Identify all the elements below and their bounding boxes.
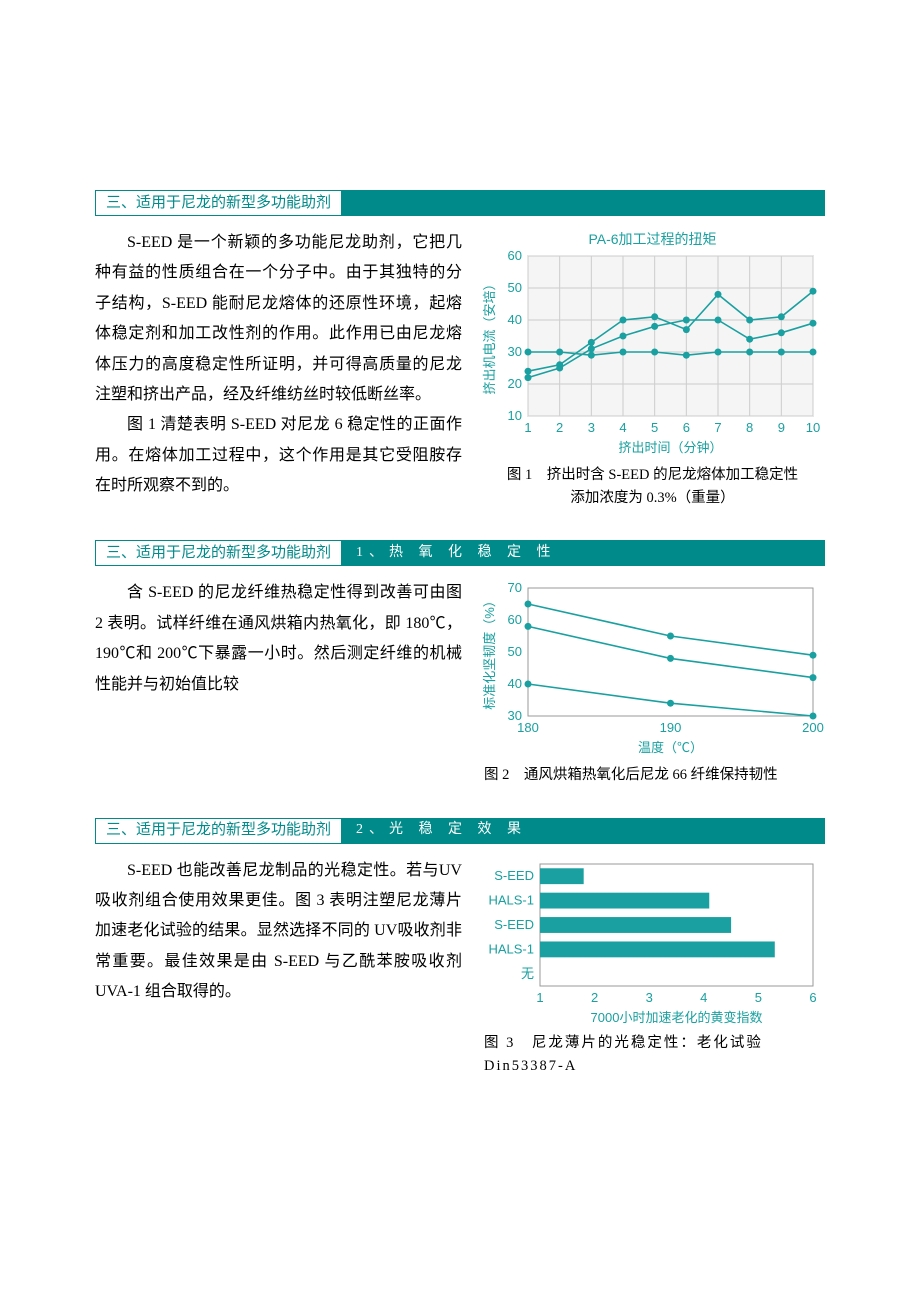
svg-text:S-EED: S-EED <box>494 868 534 883</box>
header-fill <box>342 190 825 216</box>
svg-text:10: 10 <box>508 408 522 423</box>
section-header-sub: 2、光 稳 定 效 果 <box>342 818 541 844</box>
svg-text:无: 无 <box>521 965 534 980</box>
section-header: 三、适用于尼龙的新型多功能助剂 <box>95 190 825 216</box>
section-header-sub: 1、热 氧 化 稳 定 性 <box>342 540 571 566</box>
svg-text:5: 5 <box>755 990 762 1005</box>
svg-text:4: 4 <box>619 420 626 435</box>
svg-text:标准化坚韧度（%）: 标准化坚韧度（%） <box>482 595 497 711</box>
section-header: 三、适用于尼龙的新型多功能助剂2、光 稳 定 效 果 <box>95 818 825 844</box>
svg-text:HALS-1: HALS-1 <box>488 941 534 956</box>
chart-caption: 图 3 尼龙薄片的光稳定性：老化试验Din53387-A <box>480 1032 825 1078</box>
svg-text:7: 7 <box>714 420 721 435</box>
svg-text:3: 3 <box>646 990 653 1005</box>
content-row: S-EED 是一个新颖的多功能尼龙助剂，它把几种有益的性质组合在一个分子中。由于… <box>95 228 825 510</box>
svg-text:6: 6 <box>683 420 690 435</box>
svg-text:挤出时间（分钟）: 挤出时间（分钟） <box>618 440 722 455</box>
svg-text:1: 1 <box>536 990 543 1005</box>
svg-text:20: 20 <box>508 376 522 391</box>
chart-caption-line: 添加浓度为 0.3%（重量） <box>484 487 821 510</box>
svg-text:200: 200 <box>802 720 824 735</box>
section: 三、适用于尼龙的新型多功能助剂1、热 氧 化 稳 定 性含 S-EED 的尼龙纤… <box>95 540 825 787</box>
chart-caption-line: 图 1 挤出时含 S-EED 的尼龙熔体加工稳定性 <box>484 464 821 487</box>
svg-text:HALS-1: HALS-1 <box>488 892 534 907</box>
svg-text:180: 180 <box>517 720 539 735</box>
svg-text:9: 9 <box>778 420 785 435</box>
svg-text:8: 8 <box>746 420 753 435</box>
svg-text:60: 60 <box>508 612 522 627</box>
svg-text:3: 3 <box>588 420 595 435</box>
svg-text:温度（℃）: 温度（℃） <box>638 740 703 755</box>
svg-text:PA-6加工过程的扭矩: PA-6加工过程的扭矩 <box>588 231 716 247</box>
svg-text:1: 1 <box>524 420 531 435</box>
chart-column: 10 20 30 40 50 60 1 2 3 4 5 6 7 8 9 10 PA-6加工过程的扭矩挤出时间（分… <box>480 228 825 510</box>
svg-text:挤出机电流（安培）: 挤出机电流（安培） <box>482 277 497 394</box>
paragraph: S-EED 是一个新颖的多功能尼龙助剂，它把几种有益的性质组合在一个分子中。由于… <box>95 228 462 410</box>
section-header-main: 三、适用于尼龙的新型多功能助剂 <box>95 540 342 566</box>
content-row: S-EED 也能改善尼龙制品的光稳定性。若与UV 吸收剂组合使用效果更佳。图 3… <box>95 856 825 1078</box>
svg-text:190: 190 <box>660 720 682 735</box>
svg-text:30: 30 <box>508 344 522 359</box>
paragraph: 含 S-EED 的尼龙纤维热稳定性得到改善可由图 2 表明。试样纤维在通风烘箱内… <box>95 578 462 700</box>
svg-text:4: 4 <box>700 990 707 1005</box>
section-header: 三、适用于尼龙的新型多功能助剂1、热 氧 化 稳 定 性 <box>95 540 825 566</box>
svg-text:2: 2 <box>556 420 563 435</box>
header-fill <box>571 540 825 566</box>
chart-svg: 10 20 30 40 50 60 1 2 3 4 5 6 7 8 9 10 PA-6加工过程的扭矩挤出时间（分… <box>480 228 825 458</box>
section: 三、适用于尼龙的新型多功能助剂 S-EED 是一个新颖的多功能尼龙助剂，它把几种有… <box>95 190 825 510</box>
chart-column: 3040506070180190200温度（℃）标准化坚韧度（%）图 2 通风烘… <box>480 578 825 787</box>
chart-caption: 图 2 通风烘箱热氧化后尼龙 66 纤维保持韧性 <box>480 764 825 787</box>
paragraph: S-EED 也能改善尼龙制品的光稳定性。若与UV 吸收剂组合使用效果更佳。图 3… <box>95 856 462 1008</box>
chart-caption-line: 图 3 尼龙薄片的光稳定性：老化试验Din53387-A <box>484 1032 821 1078</box>
chart-column: S-EED HALS-1 S-EED HALS-1 无1 2 3 4 5 6 7000小时加速老化的… <box>480 856 825 1078</box>
svg-text:60: 60 <box>508 248 522 263</box>
content-row: 含 S-EED 的尼龙纤维热稳定性得到改善可由图 2 表明。试样纤维在通风烘箱内… <box>95 578 825 787</box>
svg-text:6: 6 <box>809 990 816 1005</box>
chart-caption-line: 图 2 通风烘箱热氧化后尼龙 66 纤维保持韧性 <box>484 764 821 787</box>
svg-text:40: 40 <box>508 312 522 327</box>
chart-svg: S-EED HALS-1 S-EED HALS-1 无1 2 3 4 5 6 7000小时加速老化的… <box>480 856 825 1026</box>
paragraph: 图 1 清楚表明 S-EED 对尼龙 6 稳定性的正面作用。在熔体加工过程中，这… <box>95 410 462 501</box>
header-fill <box>541 818 825 844</box>
svg-text:70: 70 <box>508 580 522 595</box>
text-column: 含 S-EED 的尼龙纤维热稳定性得到改善可由图 2 表明。试样纤维在通风烘箱内… <box>95 578 462 787</box>
svg-text:7000小时加速老化的黄变指数: 7000小时加速老化的黄变指数 <box>591 1010 763 1025</box>
svg-text:50: 50 <box>508 644 522 659</box>
text-column: S-EED 也能改善尼龙制品的光稳定性。若与UV 吸收剂组合使用效果更佳。图 3… <box>95 856 462 1078</box>
chart-svg: 3040506070180190200温度（℃）标准化坚韧度（%） <box>480 578 825 758</box>
svg-text:S-EED: S-EED <box>494 917 534 932</box>
chart-caption: 图 1 挤出时含 S-EED 的尼龙熔体加工稳定性添加浓度为 0.3%（重量） <box>480 464 825 510</box>
svg-text:50: 50 <box>508 280 522 295</box>
text-column: S-EED 是一个新颖的多功能尼龙助剂，它把几种有益的性质组合在一个分子中。由于… <box>95 228 462 510</box>
section: 三、适用于尼龙的新型多功能助剂2、光 稳 定 效 果 S-EED 也能改善尼龙制品… <box>95 818 825 1078</box>
section-header-main: 三、适用于尼龙的新型多功能助剂 <box>95 818 342 844</box>
svg-text:2: 2 <box>591 990 598 1005</box>
svg-text:40: 40 <box>508 676 522 691</box>
section-header-main: 三、适用于尼龙的新型多功能助剂 <box>95 190 342 216</box>
svg-text:10: 10 <box>806 420 820 435</box>
svg-text:5: 5 <box>651 420 658 435</box>
